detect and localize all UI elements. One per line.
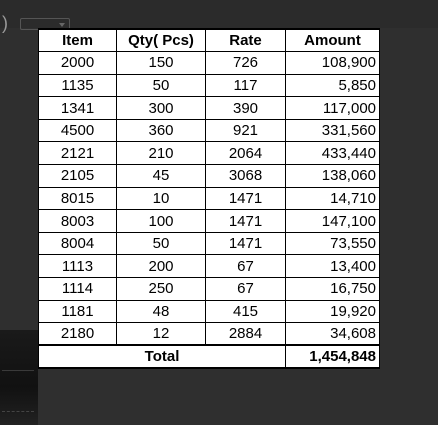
cell-qty[interactable]: 250 — [116, 277, 206, 301]
header-rate[interactable]: Rate — [205, 28, 286, 53]
cell-item[interactable]: 2180 — [38, 322, 117, 346]
cell-amount[interactable]: 433,440 — [285, 141, 380, 166]
cell-amount[interactable]: 16,750 — [285, 277, 380, 301]
cell-item[interactable]: 1341 — [38, 96, 117, 120]
background-toolbar — [0, 0, 438, 28]
cell-rate[interactable]: 117 — [205, 73, 286, 98]
handwriting-scribble — [2, 370, 34, 412]
table-row: 8003 100 1471 147,100 — [38, 209, 380, 233]
cell-amount[interactable]: 14,710 — [285, 186, 380, 211]
header-item[interactable]: Item — [38, 28, 117, 53]
cell-qty[interactable]: 210 — [116, 141, 206, 166]
cell-item[interactable]: 8004 — [38, 231, 117, 256]
table-row: 1341 300 390 117,000 — [38, 96, 380, 120]
cell-rate[interactable]: 1471 — [205, 186, 286, 211]
cell-item[interactable]: 1181 — [38, 299, 117, 324]
cell-qty[interactable]: 150 — [116, 51, 206, 75]
cell-item[interactable]: 2000 — [38, 51, 117, 75]
cell-rate[interactable]: 415 — [205, 299, 286, 324]
table-header-row: Item Qty( Pcs) Rate Amount — [38, 28, 380, 53]
chevron-down-icon — [59, 23, 65, 27]
cell-item[interactable]: 8003 — [38, 209, 117, 233]
cell-item[interactable]: 1114 — [38, 277, 117, 301]
cell-amount[interactable]: 13,400 — [285, 254, 380, 279]
header-qty[interactable]: Qty( Pcs) — [116, 28, 206, 53]
cell-item[interactable]: 1135 — [38, 73, 117, 98]
table-row: 8015 10 1471 14,710 — [38, 186, 380, 211]
table-row: 2180 12 2884 34,608 — [38, 322, 380, 346]
table-total-row: Total 1,454,848 — [38, 344, 380, 369]
cell-qty[interactable]: 10 — [116, 186, 206, 211]
cell-rate[interactable]: 67 — [205, 277, 286, 301]
cell-qty[interactable]: 50 — [116, 231, 206, 256]
cell-rate[interactable]: 2064 — [205, 141, 286, 166]
total-label[interactable]: Total — [38, 344, 286, 369]
cell-amount[interactable]: 138,060 — [285, 164, 380, 188]
cell-item[interactable]: 8015 — [38, 186, 117, 211]
cell-rate[interactable]: 3068 — [205, 164, 286, 188]
cell-rate[interactable]: 726 — [205, 51, 286, 75]
table-row: 1181 48 415 19,920 — [38, 299, 380, 324]
cell-rate[interactable]: 1471 — [205, 209, 286, 233]
cell-qty[interactable]: 50 — [116, 73, 206, 98]
total-amount[interactable]: 1,454,848 — [285, 344, 380, 369]
header-amount[interactable]: Amount — [285, 28, 380, 53]
table-row: 1113 200 67 13,400 — [38, 254, 380, 279]
background-image-strip — [0, 330, 38, 425]
cell-rate[interactable]: 2884 — [205, 322, 286, 346]
cell-item[interactable]: 1113 — [38, 254, 117, 279]
cell-qty[interactable]: 100 — [116, 209, 206, 233]
cell-amount[interactable]: 147,100 — [285, 209, 380, 233]
cell-item[interactable]: 2105 — [38, 164, 117, 188]
cell-rate[interactable]: 390 — [205, 96, 286, 120]
table-row: 2121 210 2064 433,440 — [38, 141, 380, 166]
cell-amount[interactable]: 5,850 — [285, 73, 380, 98]
cell-qty[interactable]: 45 — [116, 164, 206, 188]
cell-amount[interactable]: 108,900 — [285, 51, 380, 75]
table-row: 4500 360 921 331,560 — [38, 118, 380, 143]
cell-amount[interactable]: 331,560 — [285, 118, 380, 143]
table-row: 2105 45 3068 138,060 — [38, 164, 380, 188]
cell-item[interactable]: 4500 — [38, 118, 117, 143]
cell-amount[interactable]: 34,608 — [285, 322, 380, 346]
cell-item[interactable]: 2121 — [38, 141, 117, 166]
cell-qty[interactable]: 48 — [116, 299, 206, 324]
cell-amount[interactable]: 19,920 — [285, 299, 380, 324]
background-paren: ) — [2, 13, 8, 33]
items-table: Item Qty( Pcs) Rate Amount 2000 150 726 … — [38, 28, 380, 369]
cell-qty[interactable]: 12 — [116, 322, 206, 346]
cell-rate[interactable]: 67 — [205, 254, 286, 279]
cell-amount[interactable]: 117,000 — [285, 96, 380, 120]
table-row: 2000 150 726 108,900 — [38, 51, 380, 75]
table-row: 1135 50 117 5,850 — [38, 73, 380, 98]
cell-qty[interactable]: 360 — [116, 118, 206, 143]
cell-qty[interactable]: 200 — [116, 254, 206, 279]
spreadsheet-table: Item Qty( Pcs) Rate Amount 2000 150 726 … — [38, 28, 380, 369]
cell-rate[interactable]: 921 — [205, 118, 286, 143]
cell-amount[interactable]: 73,550 — [285, 231, 380, 256]
cell-rate[interactable]: 1471 — [205, 231, 286, 256]
table-row: 8004 50 1471 73,550 — [38, 231, 380, 256]
table-row: 1114 250 67 16,750 — [38, 277, 380, 301]
cell-qty[interactable]: 300 — [116, 96, 206, 120]
